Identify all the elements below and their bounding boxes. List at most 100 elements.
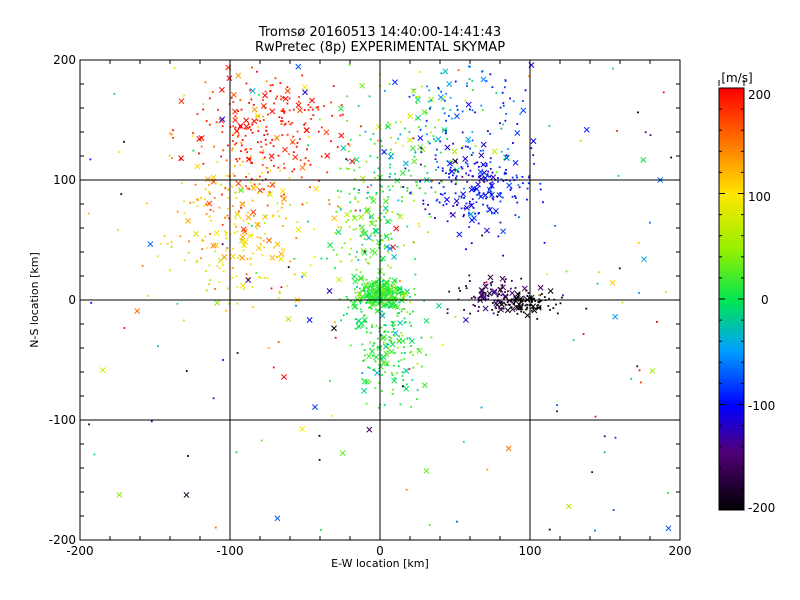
velocity-point <box>346 159 349 162</box>
velocity-point <box>484 297 487 300</box>
velocity-point <box>385 211 388 214</box>
colorbar-band <box>719 100 744 103</box>
velocity-point <box>250 258 252 261</box>
velocity-point <box>259 120 262 122</box>
velocity-point <box>415 96 418 98</box>
velocity-point <box>520 277 523 280</box>
colorbar-band <box>719 440 744 443</box>
colorbar-band <box>719 480 744 483</box>
velocity-point <box>285 217 287 220</box>
velocity-point <box>212 397 215 400</box>
velocity-point <box>513 299 516 302</box>
velocity-point <box>262 188 265 191</box>
colorbar-band <box>719 130 744 133</box>
colorbar-band <box>719 144 744 147</box>
velocity-point <box>462 215 465 218</box>
velocity-point <box>371 354 374 357</box>
colorbar-band <box>719 508 744 511</box>
velocity-point <box>401 334 404 337</box>
velocity-point <box>441 169 444 172</box>
velocity-point <box>292 108 295 111</box>
velocity-point <box>418 187 421 190</box>
velocity-point <box>237 134 240 137</box>
velocity-point <box>88 423 90 426</box>
velocity-point <box>231 205 234 207</box>
velocity-point <box>516 296 519 299</box>
velocity-point <box>123 327 126 329</box>
velocity-point <box>364 286 367 288</box>
velocity-marker-x <box>267 191 273 198</box>
velocity-point <box>373 342 376 345</box>
velocity-point <box>198 152 200 155</box>
colorbar-band <box>719 292 744 295</box>
velocity-point <box>496 295 499 298</box>
velocity-point <box>362 359 365 362</box>
velocity-point <box>348 253 351 256</box>
velocity-point <box>263 222 266 224</box>
velocity-marker-x <box>612 313 619 320</box>
velocity-point <box>366 186 369 188</box>
velocity-point <box>355 228 357 230</box>
colorbar-band <box>719 96 744 99</box>
velocity-marker-x <box>218 86 225 93</box>
velocity-point <box>414 273 417 276</box>
velocity-point <box>228 217 230 220</box>
velocity-point <box>385 125 388 128</box>
velocity-point <box>366 211 368 214</box>
velocity-marker-x <box>361 249 368 256</box>
velocity-marker-x <box>313 185 320 192</box>
velocity-point <box>410 193 413 196</box>
velocity-point <box>503 171 506 174</box>
velocity-point <box>345 158 348 161</box>
velocity-point <box>410 324 412 327</box>
colorbar-tick-label: 0 <box>761 293 769 307</box>
velocity-point <box>409 313 411 316</box>
velocity-point <box>527 182 530 185</box>
velocity-point <box>205 212 208 215</box>
velocity-marker-x <box>415 114 422 121</box>
velocity-point <box>468 226 471 228</box>
velocity-point <box>560 296 563 299</box>
velocity-marker-x <box>475 181 481 188</box>
colorbar-band <box>719 168 744 171</box>
velocity-point <box>476 193 479 196</box>
velocity-marker-x <box>361 378 368 385</box>
velocity-point <box>460 166 463 168</box>
velocity-marker-x <box>210 242 217 249</box>
velocity-point <box>249 89 252 92</box>
velocity-point <box>664 290 667 293</box>
velocity-point <box>519 113 522 115</box>
velocity-point <box>259 151 262 154</box>
velocity-point <box>524 304 527 307</box>
colorbar-band <box>719 120 744 123</box>
velocity-point <box>307 135 310 138</box>
velocity-marker-x <box>372 227 379 234</box>
velocity-point <box>375 289 378 292</box>
velocity-point <box>361 343 364 346</box>
velocity-point <box>362 181 365 184</box>
velocity-marker-x <box>494 301 501 308</box>
velocity-point <box>377 167 380 170</box>
velocity-point <box>365 302 367 304</box>
velocity-point <box>475 187 477 190</box>
velocity-point <box>491 181 494 184</box>
velocity-point <box>277 341 280 343</box>
colorbar-band <box>719 372 744 375</box>
velocity-marker-x <box>524 312 531 319</box>
velocity-point <box>554 224 557 227</box>
velocity-point <box>301 74 304 77</box>
velocity-point <box>323 105 325 108</box>
velocity-point <box>280 95 282 98</box>
velocity-marker-x <box>230 91 237 98</box>
velocity-point <box>303 123 305 126</box>
velocity-point <box>168 154 171 157</box>
velocity-point <box>428 524 431 526</box>
colorbar-band <box>719 274 744 277</box>
colorbar-band <box>719 118 744 121</box>
velocity-point <box>402 292 405 295</box>
velocity-marker-x <box>506 182 513 189</box>
velocity-point <box>474 145 477 147</box>
velocity-point <box>239 126 242 129</box>
velocity-point <box>382 282 385 285</box>
velocity-point <box>232 140 234 142</box>
